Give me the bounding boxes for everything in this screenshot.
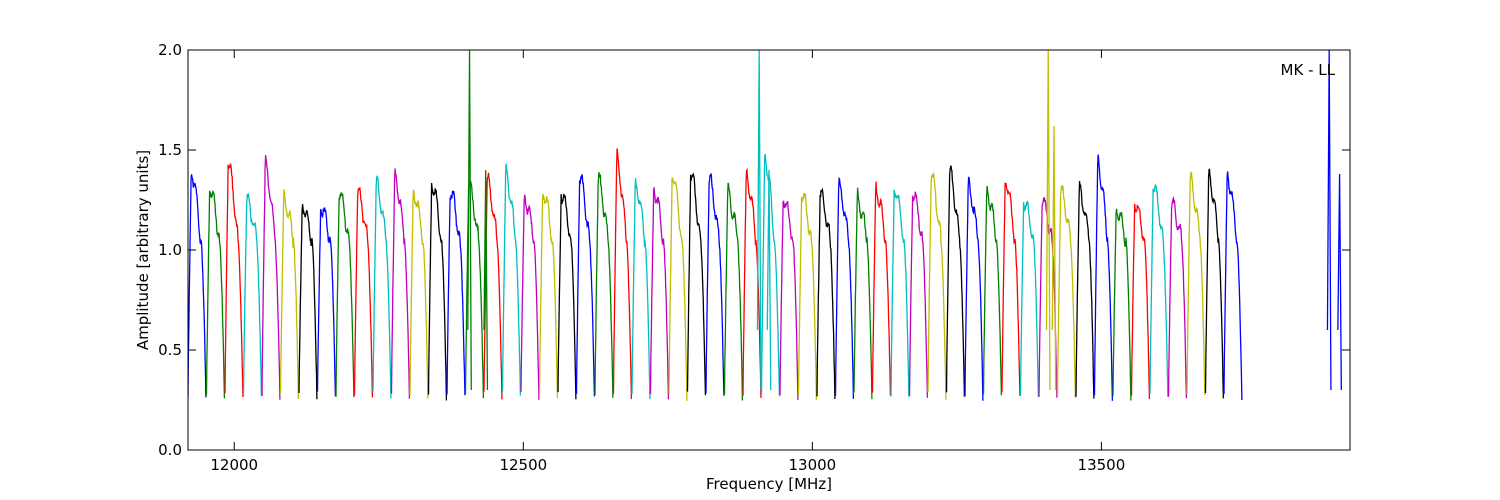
rfi-spike-line: [1045, 50, 1051, 391]
channel-bandpass-line: [853, 187, 873, 400]
channel-bandpass-line: [224, 163, 244, 398]
channel-bandpass-line: [649, 187, 670, 400]
channel-bandpass-line: [1130, 203, 1151, 400]
channel-bandpass-line: [927, 171, 947, 400]
channel-bandpass-line: [1149, 183, 1169, 397]
chart-annotation: MK - LL: [1281, 61, 1336, 79]
channel-bandpass-line: [890, 189, 910, 397]
series-layer: [188, 50, 1342, 401]
channel-bandpass-line: [409, 189, 429, 399]
tick-layer: 12000 12500 13000 13500 0.0 0.5 1.0 1.5 2.0: [158, 41, 1350, 474]
channel-bandpass-line: [705, 173, 725, 396]
channel-bandpass-line: [1019, 200, 1040, 398]
x-tick-label: 13500: [1078, 456, 1126, 474]
channel-bandpass-line: [298, 203, 318, 400]
channel-bandpass-line: [631, 178, 651, 400]
channel-bandpass-line: [779, 200, 799, 400]
channel-bandpass-line: [575, 174, 596, 397]
channel-bandpass-line: [538, 193, 559, 399]
channel-bandpass-line: [1223, 171, 1243, 401]
channel-bandpass-line: [816, 187, 836, 400]
y-tick-label: 0.0: [158, 441, 182, 459]
rfi-spike-line: [1051, 125, 1057, 391]
channel-bandpass-line: [982, 185, 1003, 396]
channel-bandpass-line: [353, 186, 374, 398]
channel-bandpass-line: [261, 155, 281, 400]
y-tick-label: 1.0: [158, 241, 182, 259]
channel-bandpass-line: [427, 182, 448, 401]
rfi-spike-line: [483, 169, 489, 391]
channel-bandpass-line: [1075, 181, 1095, 399]
rfi-spike-line: [766, 169, 772, 391]
channel-bandpass-line: [871, 181, 892, 396]
x-tick-label: 12000: [210, 456, 258, 474]
rfi-spike-line: [756, 50, 762, 391]
channel-bandpass-line: [908, 191, 929, 398]
channel-bandpass-line: [686, 171, 707, 396]
rfi-spike-line: [467, 50, 472, 391]
channel-bandpass-line: [483, 172, 503, 400]
channel-bandpass-line: [723, 182, 744, 401]
channel-bandpass-line: [612, 148, 633, 400]
channel-bandpass-line: [760, 153, 781, 397]
channel-bandpass-line: [668, 177, 688, 401]
channel-bandpass-line: [390, 168, 411, 399]
channel-bandpass-line: [501, 163, 522, 396]
channel-bandpass-line: [945, 165, 966, 397]
channel-bandpass-line: [242, 192, 263, 397]
channel-bandpass-line: [1167, 195, 1188, 399]
channel-bandpass-line: [446, 190, 466, 396]
channel-bandpass-line: [372, 175, 392, 399]
channel-bandpass-line: [834, 176, 855, 399]
channel-bandpass-line: [188, 174, 207, 398]
y-tick-label: 2.0: [158, 41, 182, 59]
channel-bandpass-line: [205, 190, 226, 399]
channel-bandpass-line: [520, 194, 540, 400]
channel-bandpass-line: [279, 189, 300, 399]
rfi-spike-line: [1337, 173, 1342, 391]
channel-bandpass-line: [1112, 208, 1132, 401]
channel-bandpass-line: [1186, 171, 1206, 396]
channel-bandpass-line: [964, 176, 984, 401]
channel-bandpass-line: [1038, 196, 1058, 398]
channel-bandpass-line: [1056, 185, 1077, 398]
channel-bandpass-line: [1001, 182, 1021, 396]
channel-bandpass-line: [335, 191, 355, 398]
channel-bandpass-line: [1204, 168, 1225, 399]
y-axis-label: Amplitude [arbitrary units]: [134, 150, 152, 350]
y-tick-label: 1.5: [158, 141, 182, 159]
channel-bandpass-line: [594, 172, 614, 398]
channel-bandpass-line: [316, 207, 337, 397]
rfi-spike-line: [1326, 50, 1332, 391]
channel-bandpass-line: [557, 193, 577, 400]
x-axis-label: Frequency [MHz]: [706, 475, 832, 493]
x-tick-label: 12500: [499, 456, 547, 474]
x-tick-label: 13000: [788, 456, 836, 474]
y-tick-label: 0.5: [158, 341, 182, 359]
channel-bandpass-line: [797, 192, 818, 400]
channel-bandpass-line: [1093, 154, 1114, 401]
